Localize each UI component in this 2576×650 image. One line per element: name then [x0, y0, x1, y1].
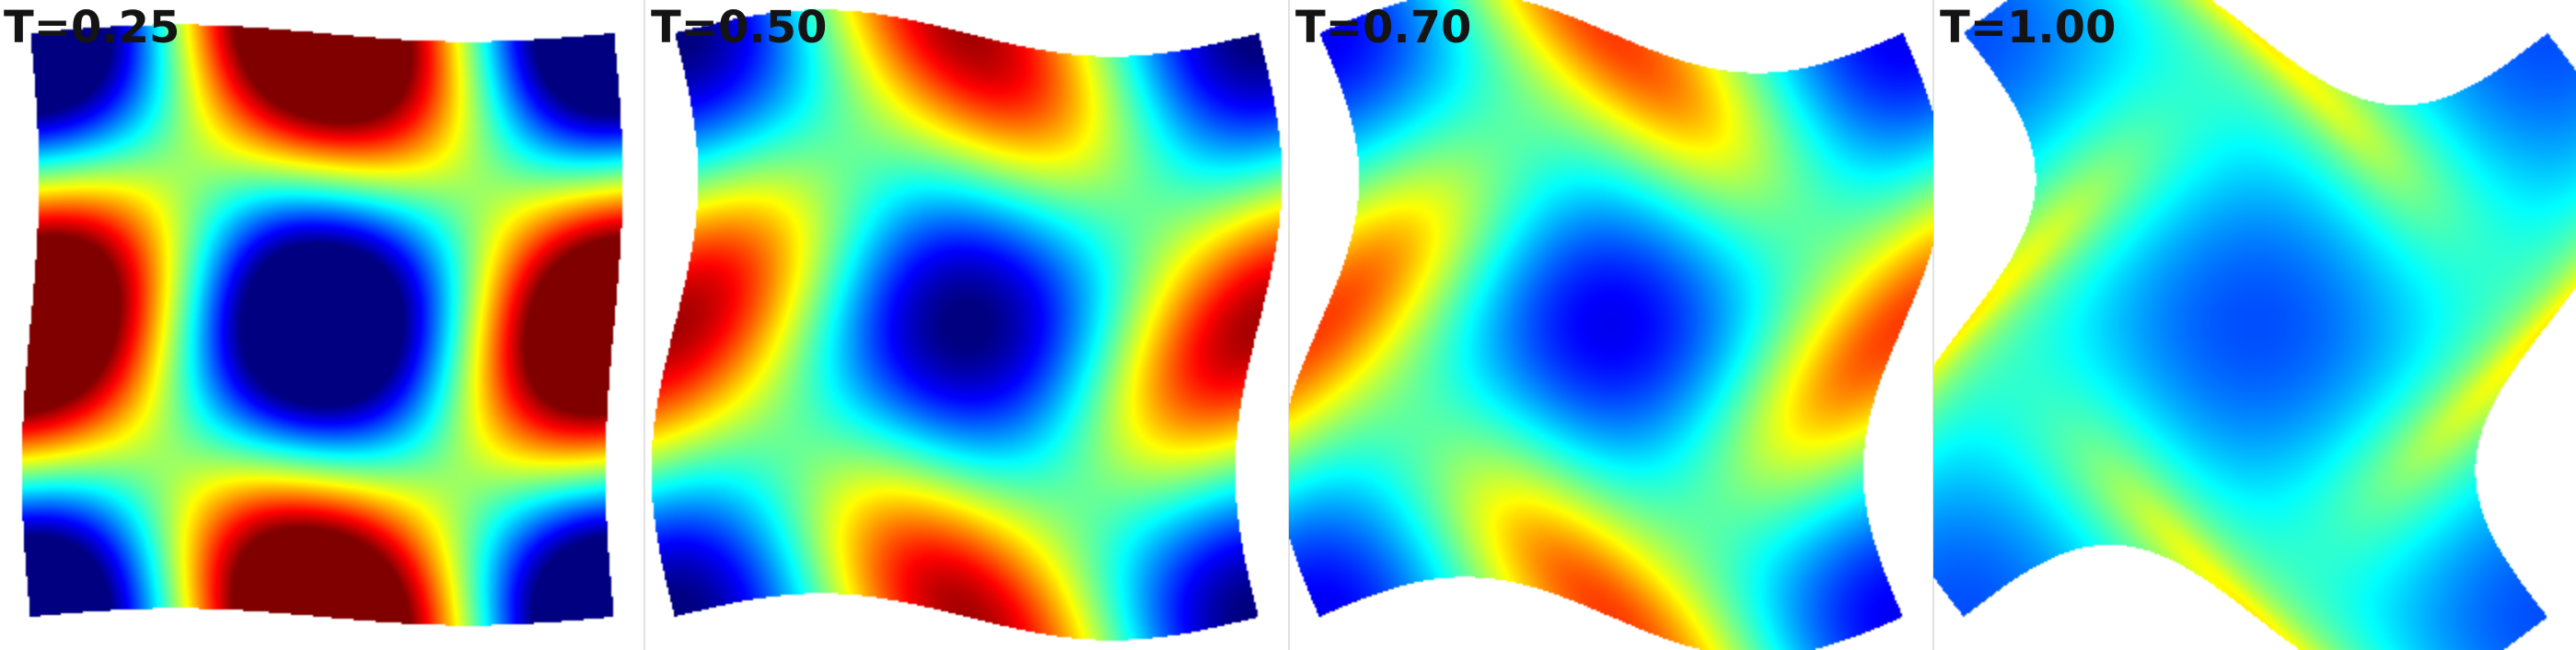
field-heatmap-1 [0, 0, 644, 650]
field-heatmap-4 [1933, 0, 2576, 650]
field-heatmap-2 [644, 0, 1289, 650]
panel-1: T=0.25 [0, 0, 644, 650]
panel-2: T=0.50 [644, 0, 1289, 650]
panel-title-4: T=1.00 [1940, 2, 2116, 53]
panel-title-3: T=0.70 [1295, 2, 1471, 53]
field-heatmap-3 [1289, 0, 1933, 650]
panel-title-2: T=0.50 [651, 2, 827, 53]
panel-4: T=1.00 [1933, 0, 2576, 650]
panel-3: T=0.70 [1289, 0, 1933, 650]
panel-title-1: T=0.25 [4, 2, 180, 53]
